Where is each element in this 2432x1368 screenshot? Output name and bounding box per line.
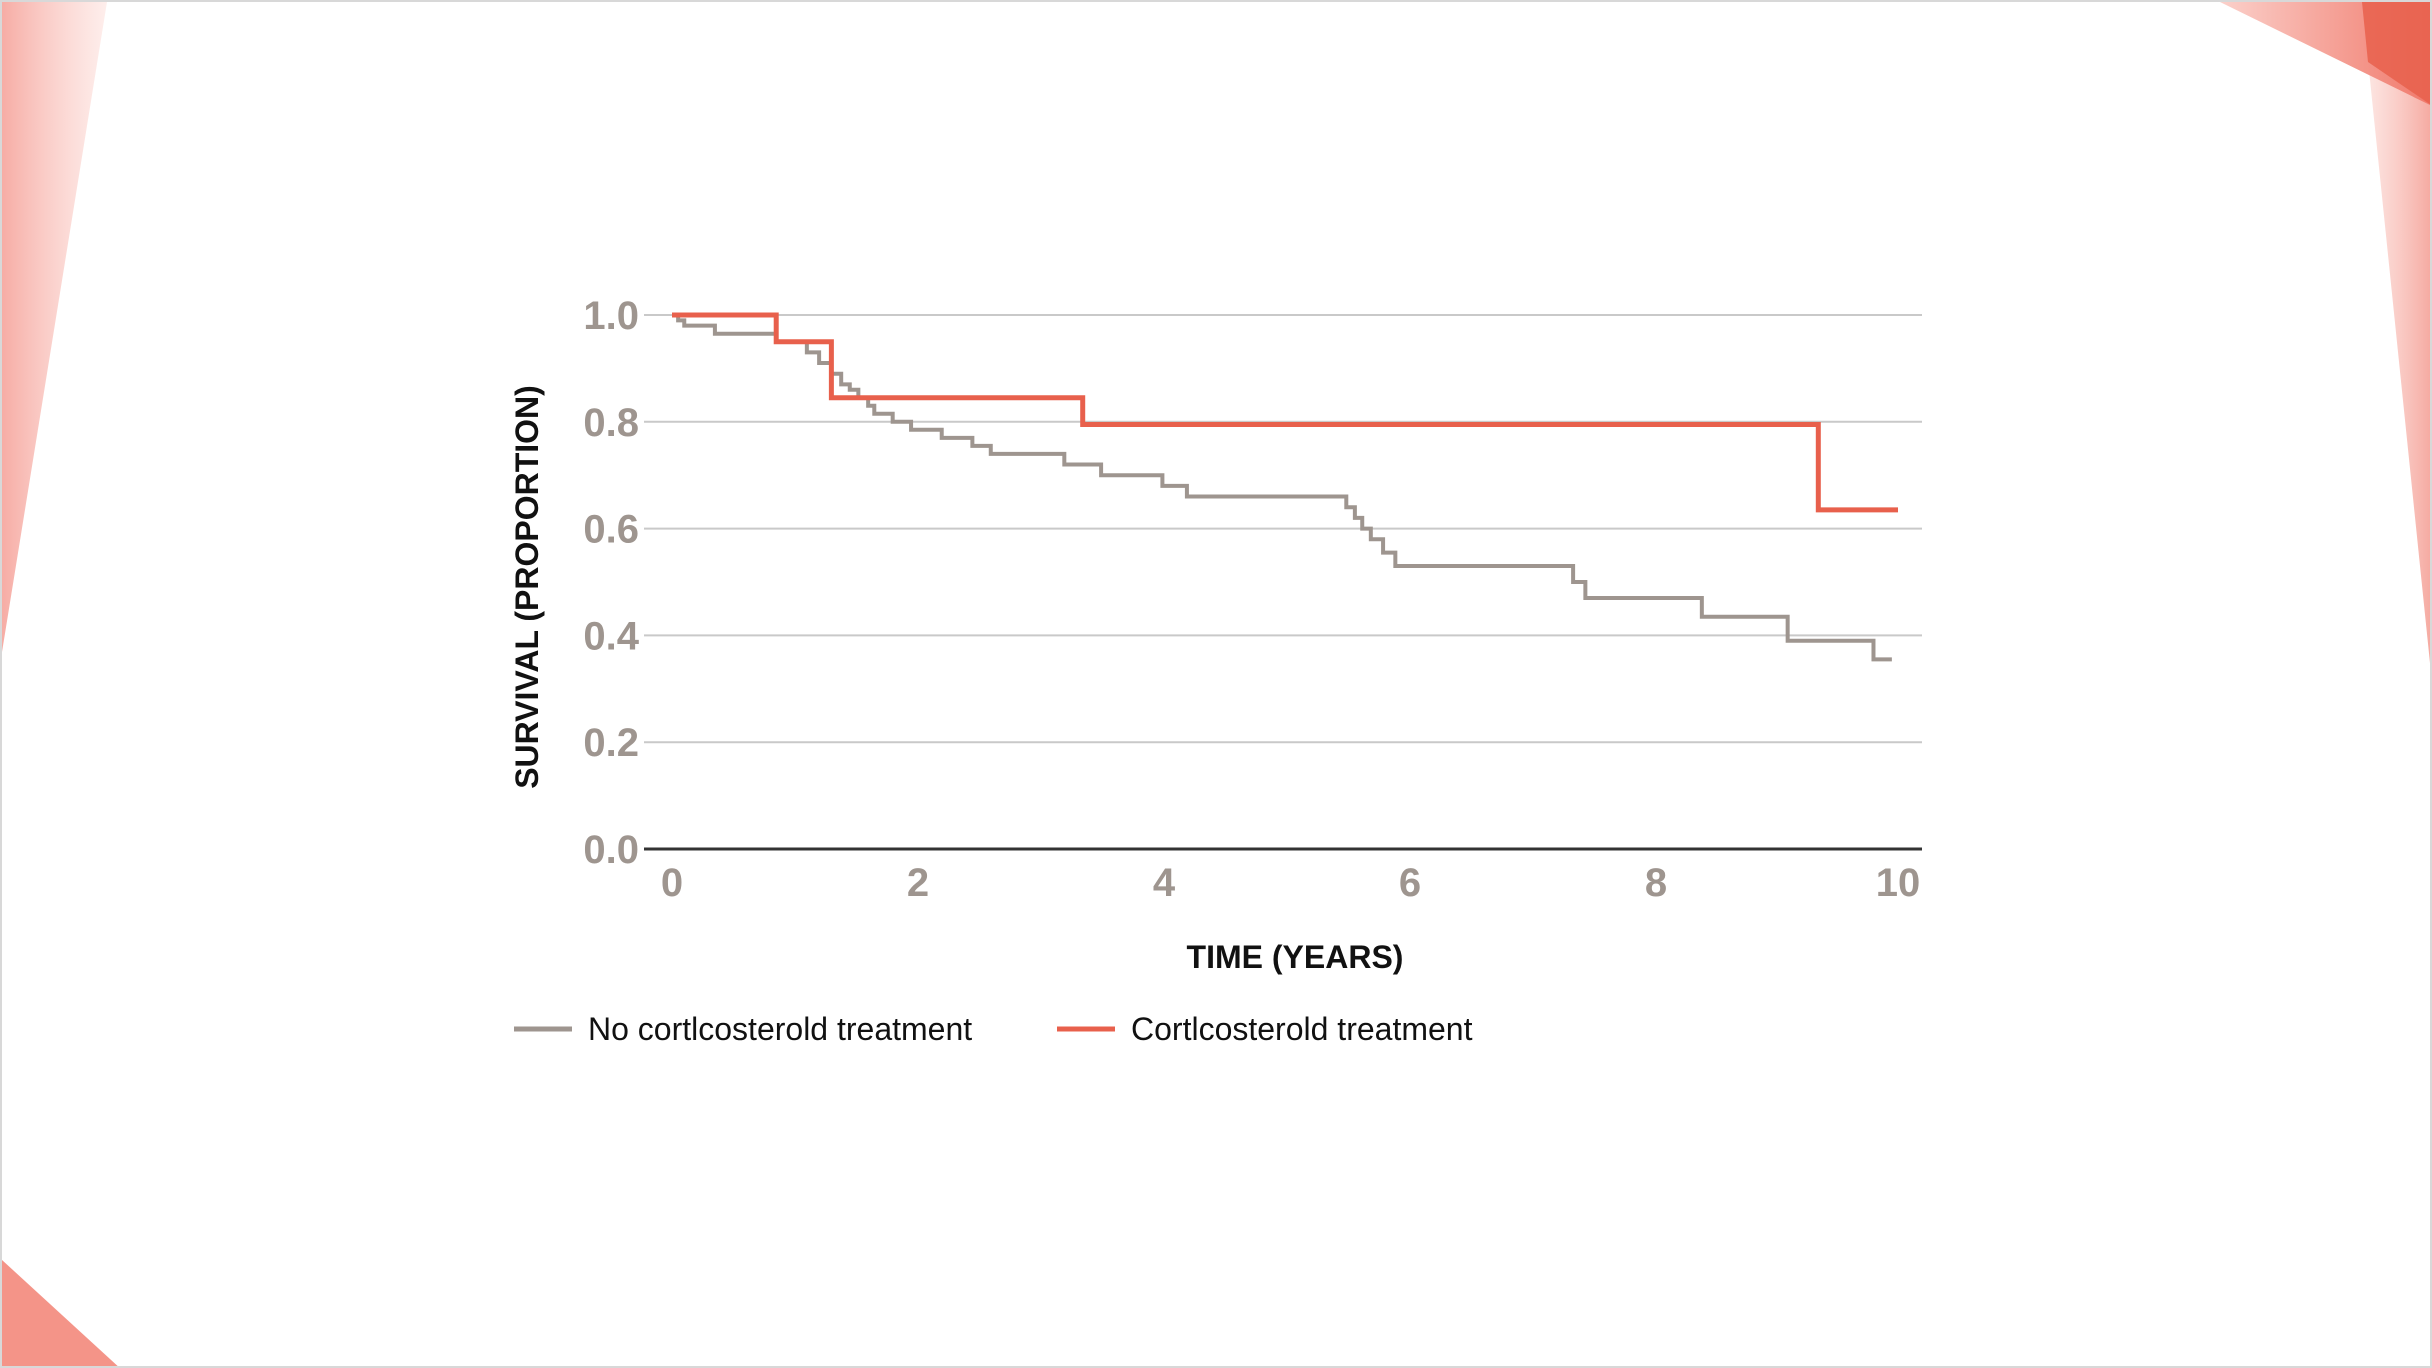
x-tick-label: 0 xyxy=(661,861,683,905)
x-tick-label: 4 xyxy=(1153,861,1176,905)
decor-bottom-left-triangle xyxy=(2,1260,118,1366)
decor-right-panel xyxy=(2362,2,2430,664)
series-line-no-treatment xyxy=(672,313,1892,662)
x-tick-label: 2 xyxy=(907,861,929,905)
y-tick-label: 0.2 xyxy=(583,721,639,765)
y-tick-label: 0.6 xyxy=(583,508,639,552)
y-tick-label: 0.0 xyxy=(583,828,639,872)
y-axis-title: SURVIVAL (PROPORTION) xyxy=(509,385,545,789)
legend-label-no-treatment: No cortlcosterold treatment xyxy=(588,1011,972,1047)
x-tick-label: 8 xyxy=(1645,861,1667,905)
plot-series xyxy=(672,312,1898,662)
y-tick-label: 1.0 xyxy=(583,294,639,338)
decor-left-panel xyxy=(2,2,107,652)
grid-lines xyxy=(644,314,1922,744)
legend-label-treatment: Cortlcosterold treatment xyxy=(1131,1011,1473,1047)
series-line-treatment xyxy=(672,312,1898,513)
x-axis-title: TIME (YEARS) xyxy=(1187,939,1404,975)
legend: No cortlcosterold treatment Cortlcostero… xyxy=(514,1011,1473,1047)
y-tick-label: 0.4 xyxy=(583,614,639,658)
y-tick-label: 0.8 xyxy=(583,401,639,445)
x-tick-label: 6 xyxy=(1399,861,1421,905)
x-tick-label: 10 xyxy=(1876,861,1921,905)
decor-top-right-corner xyxy=(2362,2,2430,105)
